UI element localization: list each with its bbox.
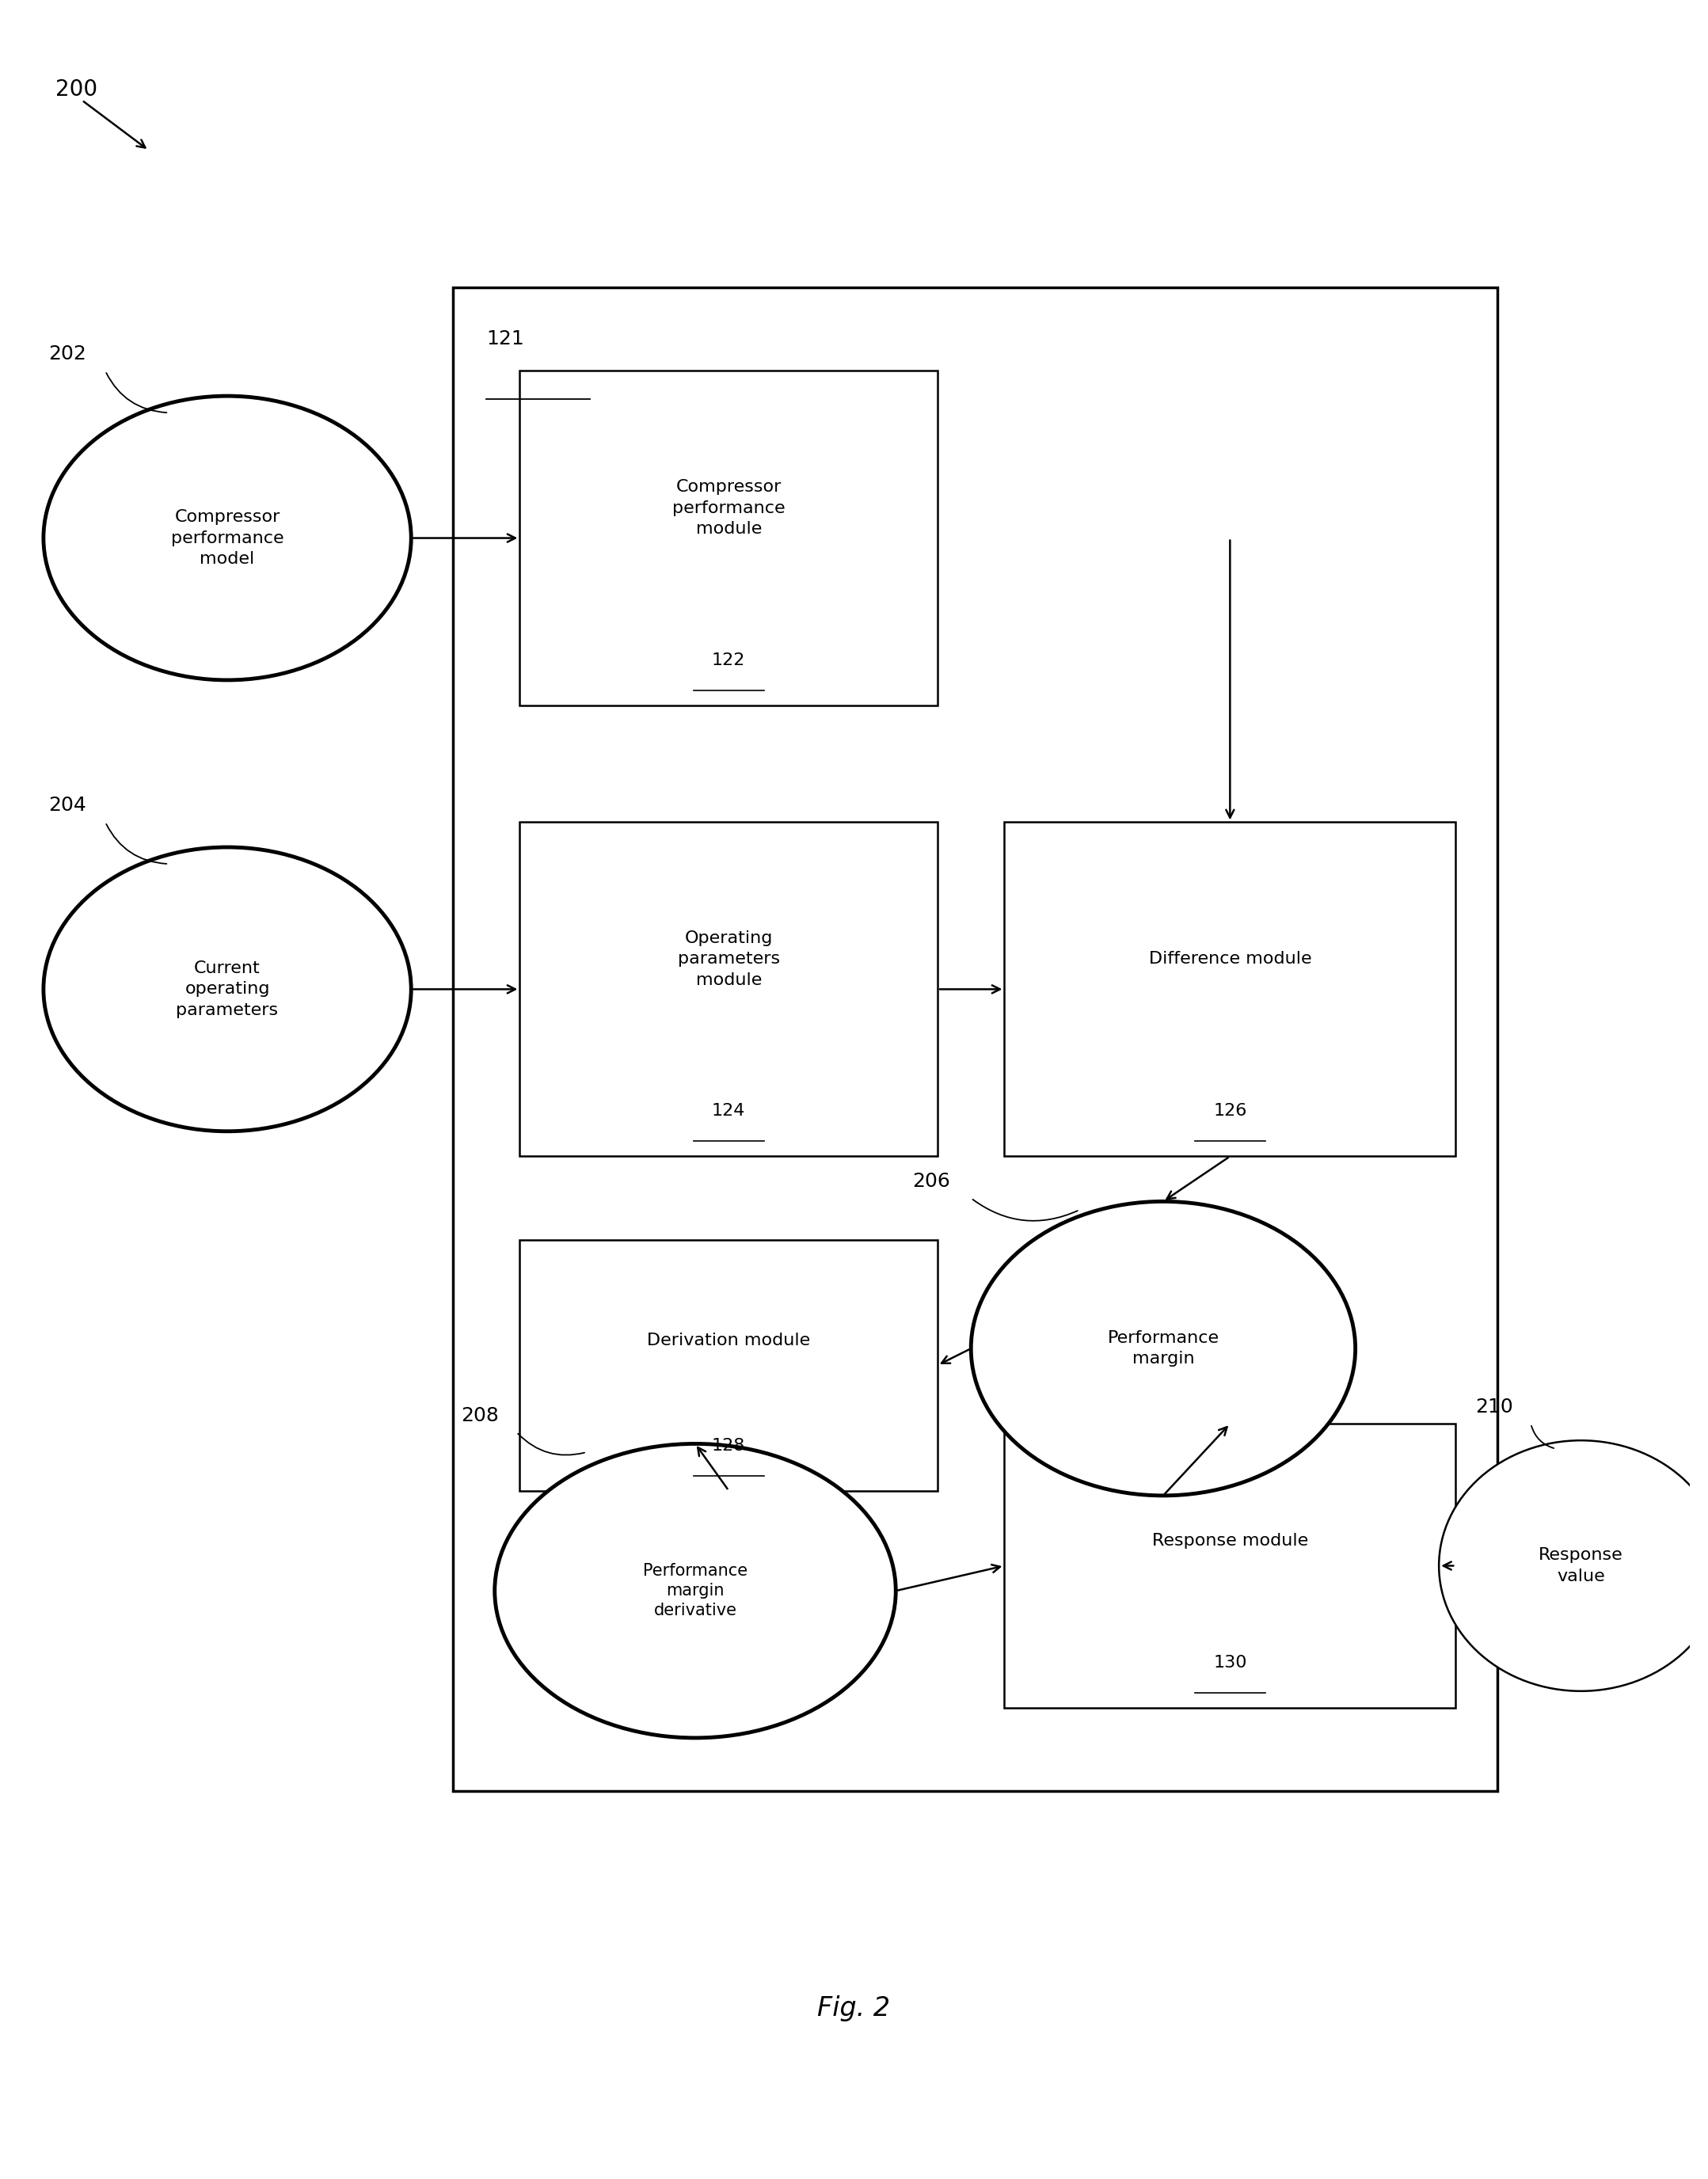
Text: Derivation module: Derivation module [647,1331,810,1349]
Bar [519,1240,938,1490]
Text: Current
operating
parameters: Current operating parameters [176,961,278,1018]
Text: Operating
parameters
module: Operating parameters module [678,930,781,987]
Text: 210: 210 [1476,1397,1513,1416]
Ellipse shape [970,1201,1356,1495]
Text: 206: 206 [912,1172,950,1192]
Text: 128: 128 [712,1438,745,1453]
Ellipse shape [495,1445,895,1739]
Bar [519,821,938,1157]
Text: 208: 208 [461,1405,499,1425]
Text: 130: 130 [1213,1654,1247,1671]
Ellipse shape [43,848,412,1131]
Text: Compressor
performance
model: Compressor performance model [171,510,284,567]
Bar [519,370,938,706]
Text: Fig. 2: Fig. 2 [818,1996,890,2022]
Ellipse shape [43,397,412,680]
Bar [453,288,1498,1791]
Text: Compressor
performance
module: Compressor performance module [673,479,786,536]
Text: 122: 122 [712,652,745,669]
Bar [1004,821,1455,1157]
Text: 126: 126 [1213,1103,1247,1120]
Text: 204: 204 [48,795,87,815]
Ellipse shape [1438,1440,1708,1691]
Text: Response
value: Response value [1539,1547,1623,1584]
Text: 124: 124 [712,1103,745,1120]
Text: 200: 200 [55,78,97,100]
Text: Performance
margin: Performance margin [1107,1329,1220,1366]
Text: Difference module: Difference module [1148,952,1312,967]
Text: 121: 121 [487,329,524,349]
Text: Response module: Response module [1151,1532,1308,1549]
Text: 202: 202 [48,344,87,364]
Text: Performance
margin
derivative: Performance margin derivative [642,1562,748,1619]
Bar [1004,1423,1455,1708]
